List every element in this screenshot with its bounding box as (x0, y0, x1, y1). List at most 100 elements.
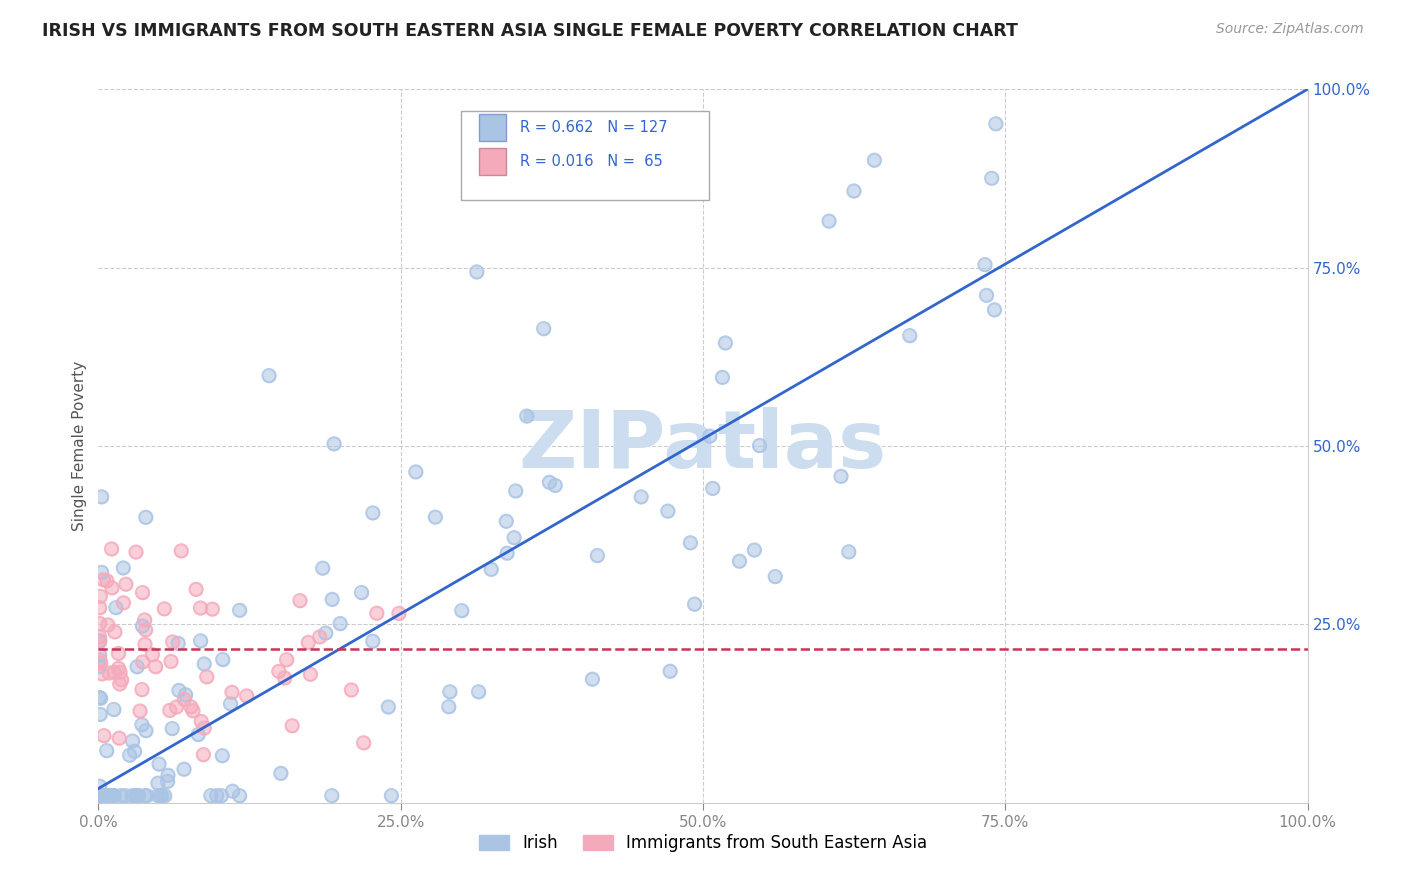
Point (89, 616, 111, 631)
Point (181, 704, 204, 718)
Point (96, 574, 118, 588)
Point (361, 634, 384, 648)
Point (100, 541, 122, 556)
Point (980, 171, 1002, 186)
Point (97, 618, 120, 632)
Point (221, 685, 243, 699)
Point (366, 607, 388, 621)
Point (450, 604, 472, 618)
Point (467, 685, 489, 699)
Point (361, 506, 384, 520)
Point (377, 700, 399, 714)
Point (103, 789, 125, 803)
Point (744, 543, 766, 558)
Point (974, 258, 997, 272)
Point (103, 702, 125, 716)
Point (200, 789, 222, 803)
Point (127, 789, 149, 803)
Point (89, 659, 111, 673)
Point (97, 618, 120, 632)
Point (127, 660, 149, 674)
Point (150, 789, 173, 803)
Text: Source: ZipAtlas.com: Source: ZipAtlas.com (1216, 22, 1364, 37)
Point (160, 722, 183, 736)
Point (190, 601, 212, 615)
Point (657, 504, 679, 518)
Point (108, 731, 131, 746)
Point (98, 789, 121, 803)
Point (124, 789, 146, 803)
Point (136, 789, 159, 803)
Point (131, 655, 153, 669)
Point (714, 335, 737, 350)
Point (516, 409, 538, 423)
Point (898, 328, 921, 343)
Point (166, 700, 188, 714)
Point (211, 652, 233, 666)
Point (89, 789, 111, 803)
Point (108, 665, 131, 680)
Text: IRISH VS IMMIGRANTS FROM SOUTH EASTERN ASIA SINGLE FEMALE POVERTY CORRELATION CH: IRISH VS IMMIGRANTS FROM SOUTH EASTERN A… (42, 22, 1018, 40)
Point (184, 582, 207, 597)
Point (141, 648, 163, 662)
Point (124, 789, 146, 803)
Point (135, 623, 157, 637)
Point (180, 699, 202, 714)
Point (89, 789, 111, 803)
Point (101, 789, 124, 803)
Point (89, 590, 111, 604)
Bar (479, 148, 506, 175)
Point (321, 592, 343, 607)
Point (150, 789, 173, 803)
Point (763, 569, 786, 583)
Point (439, 685, 461, 699)
Point (124, 789, 146, 803)
Point (193, 747, 215, 762)
Point (89, 659, 111, 673)
Point (544, 478, 567, 492)
Point (149, 789, 172, 803)
Point (209, 789, 232, 803)
Point (270, 766, 292, 780)
Point (323, 437, 346, 451)
Point (91, 666, 114, 681)
Point (818, 214, 841, 228)
Point (93, 789, 115, 803)
Point (127, 789, 149, 803)
Point (380, 789, 402, 803)
Point (838, 545, 860, 559)
Point (167, 683, 190, 698)
Point (495, 514, 517, 528)
Point (377, 700, 399, 714)
Point (101, 789, 124, 803)
Point (308, 630, 330, 644)
Point (366, 607, 388, 621)
Point (118, 748, 141, 763)
Point (110, 673, 132, 687)
Point (193, 721, 215, 735)
Point (503, 531, 526, 545)
Point (128, 789, 150, 803)
Point (134, 613, 156, 627)
Point (101, 581, 124, 595)
Point (135, 723, 157, 738)
Point (110, 789, 132, 803)
Point (104, 600, 127, 615)
Point (586, 549, 609, 563)
Point (221, 685, 243, 699)
Point (863, 153, 886, 168)
Point (121, 789, 143, 803)
Point (104, 624, 127, 639)
Point (193, 657, 215, 671)
Point (173, 692, 195, 706)
Point (96, 744, 118, 758)
Point (321, 789, 343, 803)
Point (112, 561, 135, 575)
Point (89, 648, 111, 662)
Point (114, 789, 136, 803)
Point (195, 670, 218, 684)
Point (156, 768, 179, 782)
Point (679, 536, 702, 550)
Point (146, 789, 169, 803)
Point (90, 566, 112, 580)
